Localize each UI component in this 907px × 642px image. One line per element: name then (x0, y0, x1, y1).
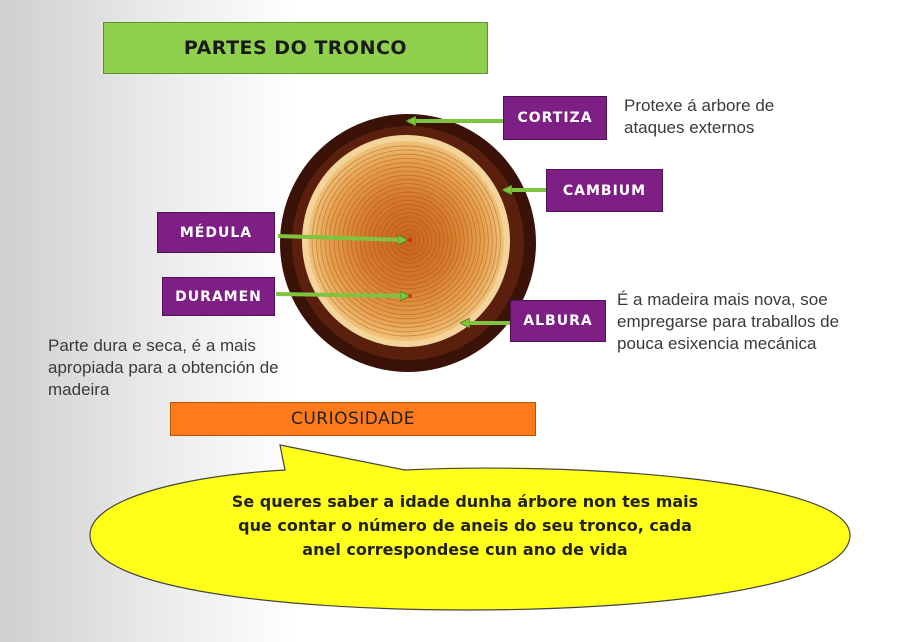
curiosity-line: anel correspondese cun ano de vida (302, 540, 628, 559)
page-title: PARTES DO TRONCO (103, 22, 488, 74)
arrow-medula (277, 234, 406, 240)
growth-ring (311, 145, 501, 337)
growth-ring (324, 157, 489, 324)
growth-ring (329, 162, 485, 320)
growth-ring (337, 170, 477, 311)
curiosity-line: Se queres saber a idade dunha árbore non… (231, 492, 699, 511)
description-line: Parte dura e seca, é a mais (48, 336, 256, 355)
growth-ring (320, 153, 493, 328)
description-line: madeira (48, 380, 110, 399)
growth-ring (342, 174, 473, 307)
description-line: É a madeira mais nova, soe (617, 290, 828, 309)
description-duramen: Parte dura e seca, é a mais apropiada pa… (48, 335, 279, 401)
curiosity-line: que contar o número de aneis do seu tron… (238, 516, 692, 535)
description-line: pouca esixencia mecánica (617, 334, 817, 353)
label-cortiza: CORTIZA (503, 96, 607, 140)
growth-ring (333, 166, 481, 316)
label-medula: MÉDULA (157, 212, 275, 253)
label-cambium: CAMBIUM (546, 169, 663, 212)
arrow-duramen (275, 294, 408, 296)
trunk-cross-section (280, 114, 536, 372)
description-line: empregarse para traballos de (617, 312, 840, 331)
description-line: Protexe á arbore de (624, 96, 775, 115)
growth-ring (315, 149, 497, 333)
description-line: apropiada para a obtención de (48, 358, 279, 377)
description-albura: É a madeira mais nova, soe empregarse pa… (617, 289, 839, 355)
curiosity-heading: CURIOSIDADE (170, 402, 536, 436)
description-line: ataques externos (624, 118, 755, 137)
label-duramen: DURAMEN (162, 277, 275, 316)
curiosity-text: Se queres saber a idade dunha árbore non… (165, 490, 765, 562)
description-cortiza: Protexe á arbore de ataques externos (624, 95, 774, 139)
growth-ring (346, 178, 469, 303)
speech-bubble (89, 444, 851, 611)
label-albura: ALBURA (510, 300, 606, 342)
